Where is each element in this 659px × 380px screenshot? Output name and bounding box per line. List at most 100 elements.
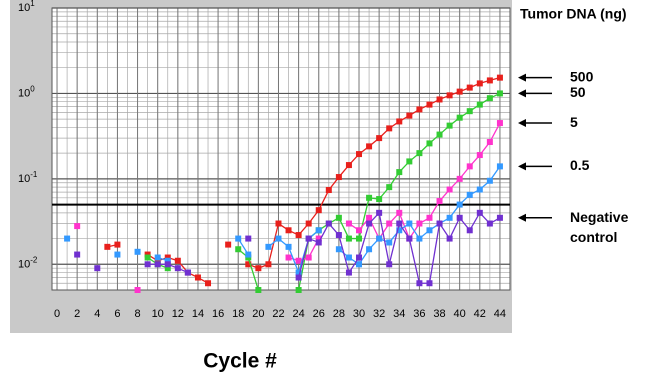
data-point [295, 232, 302, 239]
data-point [386, 125, 393, 132]
legend-arrowhead [518, 119, 526, 128]
data-point [406, 112, 413, 119]
data-point [416, 280, 423, 287]
data-point [104, 243, 111, 250]
data-point [416, 106, 423, 113]
data-point [305, 235, 312, 242]
data-point [315, 227, 322, 234]
data-point [376, 196, 383, 203]
series-line [348, 122, 501, 240]
data-point [335, 246, 342, 253]
x-tick-label: 12 [172, 308, 184, 320]
x-tick-label: 10 [152, 308, 164, 320]
data-point [456, 114, 463, 121]
data-point [366, 143, 373, 150]
x-tick-label: 4 [94, 308, 100, 320]
data-point [356, 261, 363, 268]
data-point [456, 214, 463, 221]
data-point [205, 280, 212, 287]
data-point [335, 174, 342, 181]
data-point [114, 241, 121, 248]
legend-title: Tumor DNA (ng) [520, 6, 627, 22]
data-point [436, 198, 443, 205]
y-tick-label: 100 [18, 85, 35, 100]
legend-label: 500 [570, 68, 594, 84]
x-tick-label: 18 [232, 308, 244, 320]
data-point [345, 254, 352, 261]
data-point [486, 177, 493, 184]
data-point [376, 209, 383, 216]
x-tick-label: 44 [494, 308, 506, 320]
data-point [235, 235, 242, 242]
data-point [74, 223, 81, 230]
legend-arrowhead [518, 89, 526, 98]
data-point [456, 88, 463, 95]
data-point [446, 92, 453, 99]
data-point [325, 220, 332, 227]
data-point [476, 80, 483, 87]
data-point [496, 120, 503, 127]
data-point [194, 274, 201, 281]
x-tick-label: 2 [74, 308, 80, 320]
data-point [416, 220, 423, 227]
data-point [356, 235, 363, 242]
data-point [376, 135, 383, 142]
x-tick-label: 0 [54, 308, 60, 320]
data-point [335, 214, 342, 221]
plot-frame [51, 7, 511, 291]
data-point [305, 220, 312, 227]
x-tick-label: 38 [433, 308, 445, 320]
data-point [426, 214, 433, 221]
data-point [144, 254, 151, 261]
legend-label: Negative control [570, 209, 629, 245]
data-point [426, 280, 433, 287]
x-tick-label: 34 [393, 308, 405, 320]
data-point [345, 220, 352, 227]
data-point [114, 251, 121, 258]
data-point [174, 257, 181, 264]
data-point [366, 220, 373, 227]
data-point [144, 261, 151, 268]
data-point [164, 254, 171, 261]
data-point [295, 287, 302, 293]
x-tick-label: 24 [292, 308, 304, 320]
data-point [496, 74, 503, 81]
x-tick-label: 32 [373, 308, 385, 320]
data-point [396, 220, 403, 227]
data-point [416, 150, 423, 157]
data-point [456, 175, 463, 182]
data-point [295, 257, 302, 264]
data-point [174, 265, 181, 272]
data-point [245, 251, 252, 258]
data-point [356, 254, 363, 261]
data-point [356, 227, 363, 234]
x-tick-label: 8 [134, 308, 140, 320]
data-point [396, 169, 403, 176]
y-tick-label: 101 [18, 0, 35, 14]
data-point [285, 254, 292, 261]
data-point [235, 246, 242, 253]
data-point [285, 227, 292, 234]
data-point [345, 162, 352, 169]
x-tick-label: 30 [353, 308, 365, 320]
y-tick-label: 10-2 [18, 255, 38, 270]
data-point [386, 261, 393, 268]
data-point [386, 220, 393, 227]
data-point [436, 96, 443, 103]
data-point [285, 243, 292, 250]
data-point [406, 220, 413, 227]
data-point [496, 90, 503, 97]
data-point [295, 269, 302, 276]
x-axis-label: Cycle # [203, 350, 277, 373]
x-tick-label: 26 [313, 308, 325, 320]
x-tick-label: 28 [333, 308, 345, 320]
legend-label: 5 [570, 114, 578, 130]
data-point [386, 239, 393, 246]
data-point [154, 254, 161, 261]
data-point [275, 220, 282, 227]
data-point [134, 248, 141, 255]
data-point [94, 265, 101, 272]
x-tick-label: 40 [454, 308, 466, 320]
data-point [164, 257, 171, 264]
